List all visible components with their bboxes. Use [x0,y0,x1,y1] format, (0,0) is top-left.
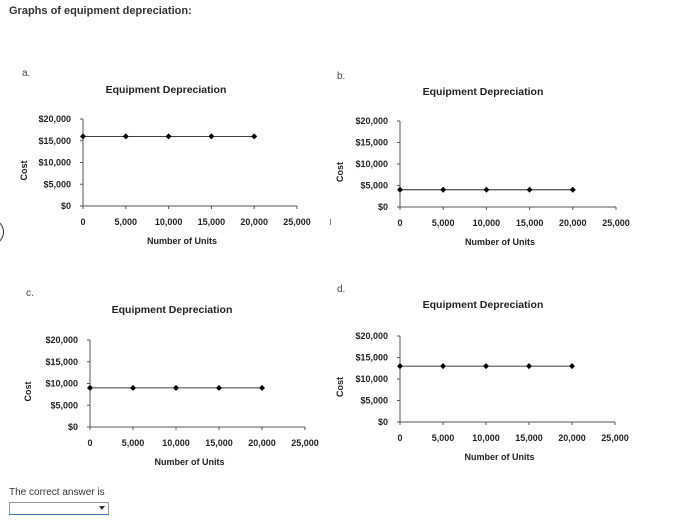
data-point [251,133,258,140]
x-axis-label: Number of Units [147,236,217,246]
y-tick-label: $15,000 [38,136,71,146]
panel-letter-d: d. [337,284,346,295]
panel-letter-c: c. [26,288,34,299]
chart-title: Equipment Depreciation [106,84,227,96]
y-tick-label: $5,000 [43,179,71,189]
divider-mark [330,219,331,225]
data-point [165,133,172,140]
x-tick-label: 15,000 [198,217,226,227]
data-point [208,133,215,140]
y-tick-label: $10,000 [38,158,71,168]
x-tick-label: 20,000 [240,217,268,227]
data-point [122,133,129,140]
x-tick-label: 5,000 [115,217,138,227]
page-heading: Graphs of equipment depreciation: [9,5,192,17]
answer-prompt: The correct answer is [9,487,105,498]
x-tick-label: 25,000 [283,217,311,227]
x-tick-label: 0 [80,217,85,227]
chevron-down-icon [99,506,105,510]
y-tick-label: $20,000 [38,114,71,124]
panel-letter-a: a. [22,68,31,79]
data-point [80,133,86,140]
y-axis-label: Cost [19,160,29,180]
answer-dropdown[interactable] [9,502,109,515]
panel-letter-b: b. [337,71,346,82]
x-tick-label: 10,000 [155,217,183,227]
y-tick-label: $0 [61,201,71,211]
